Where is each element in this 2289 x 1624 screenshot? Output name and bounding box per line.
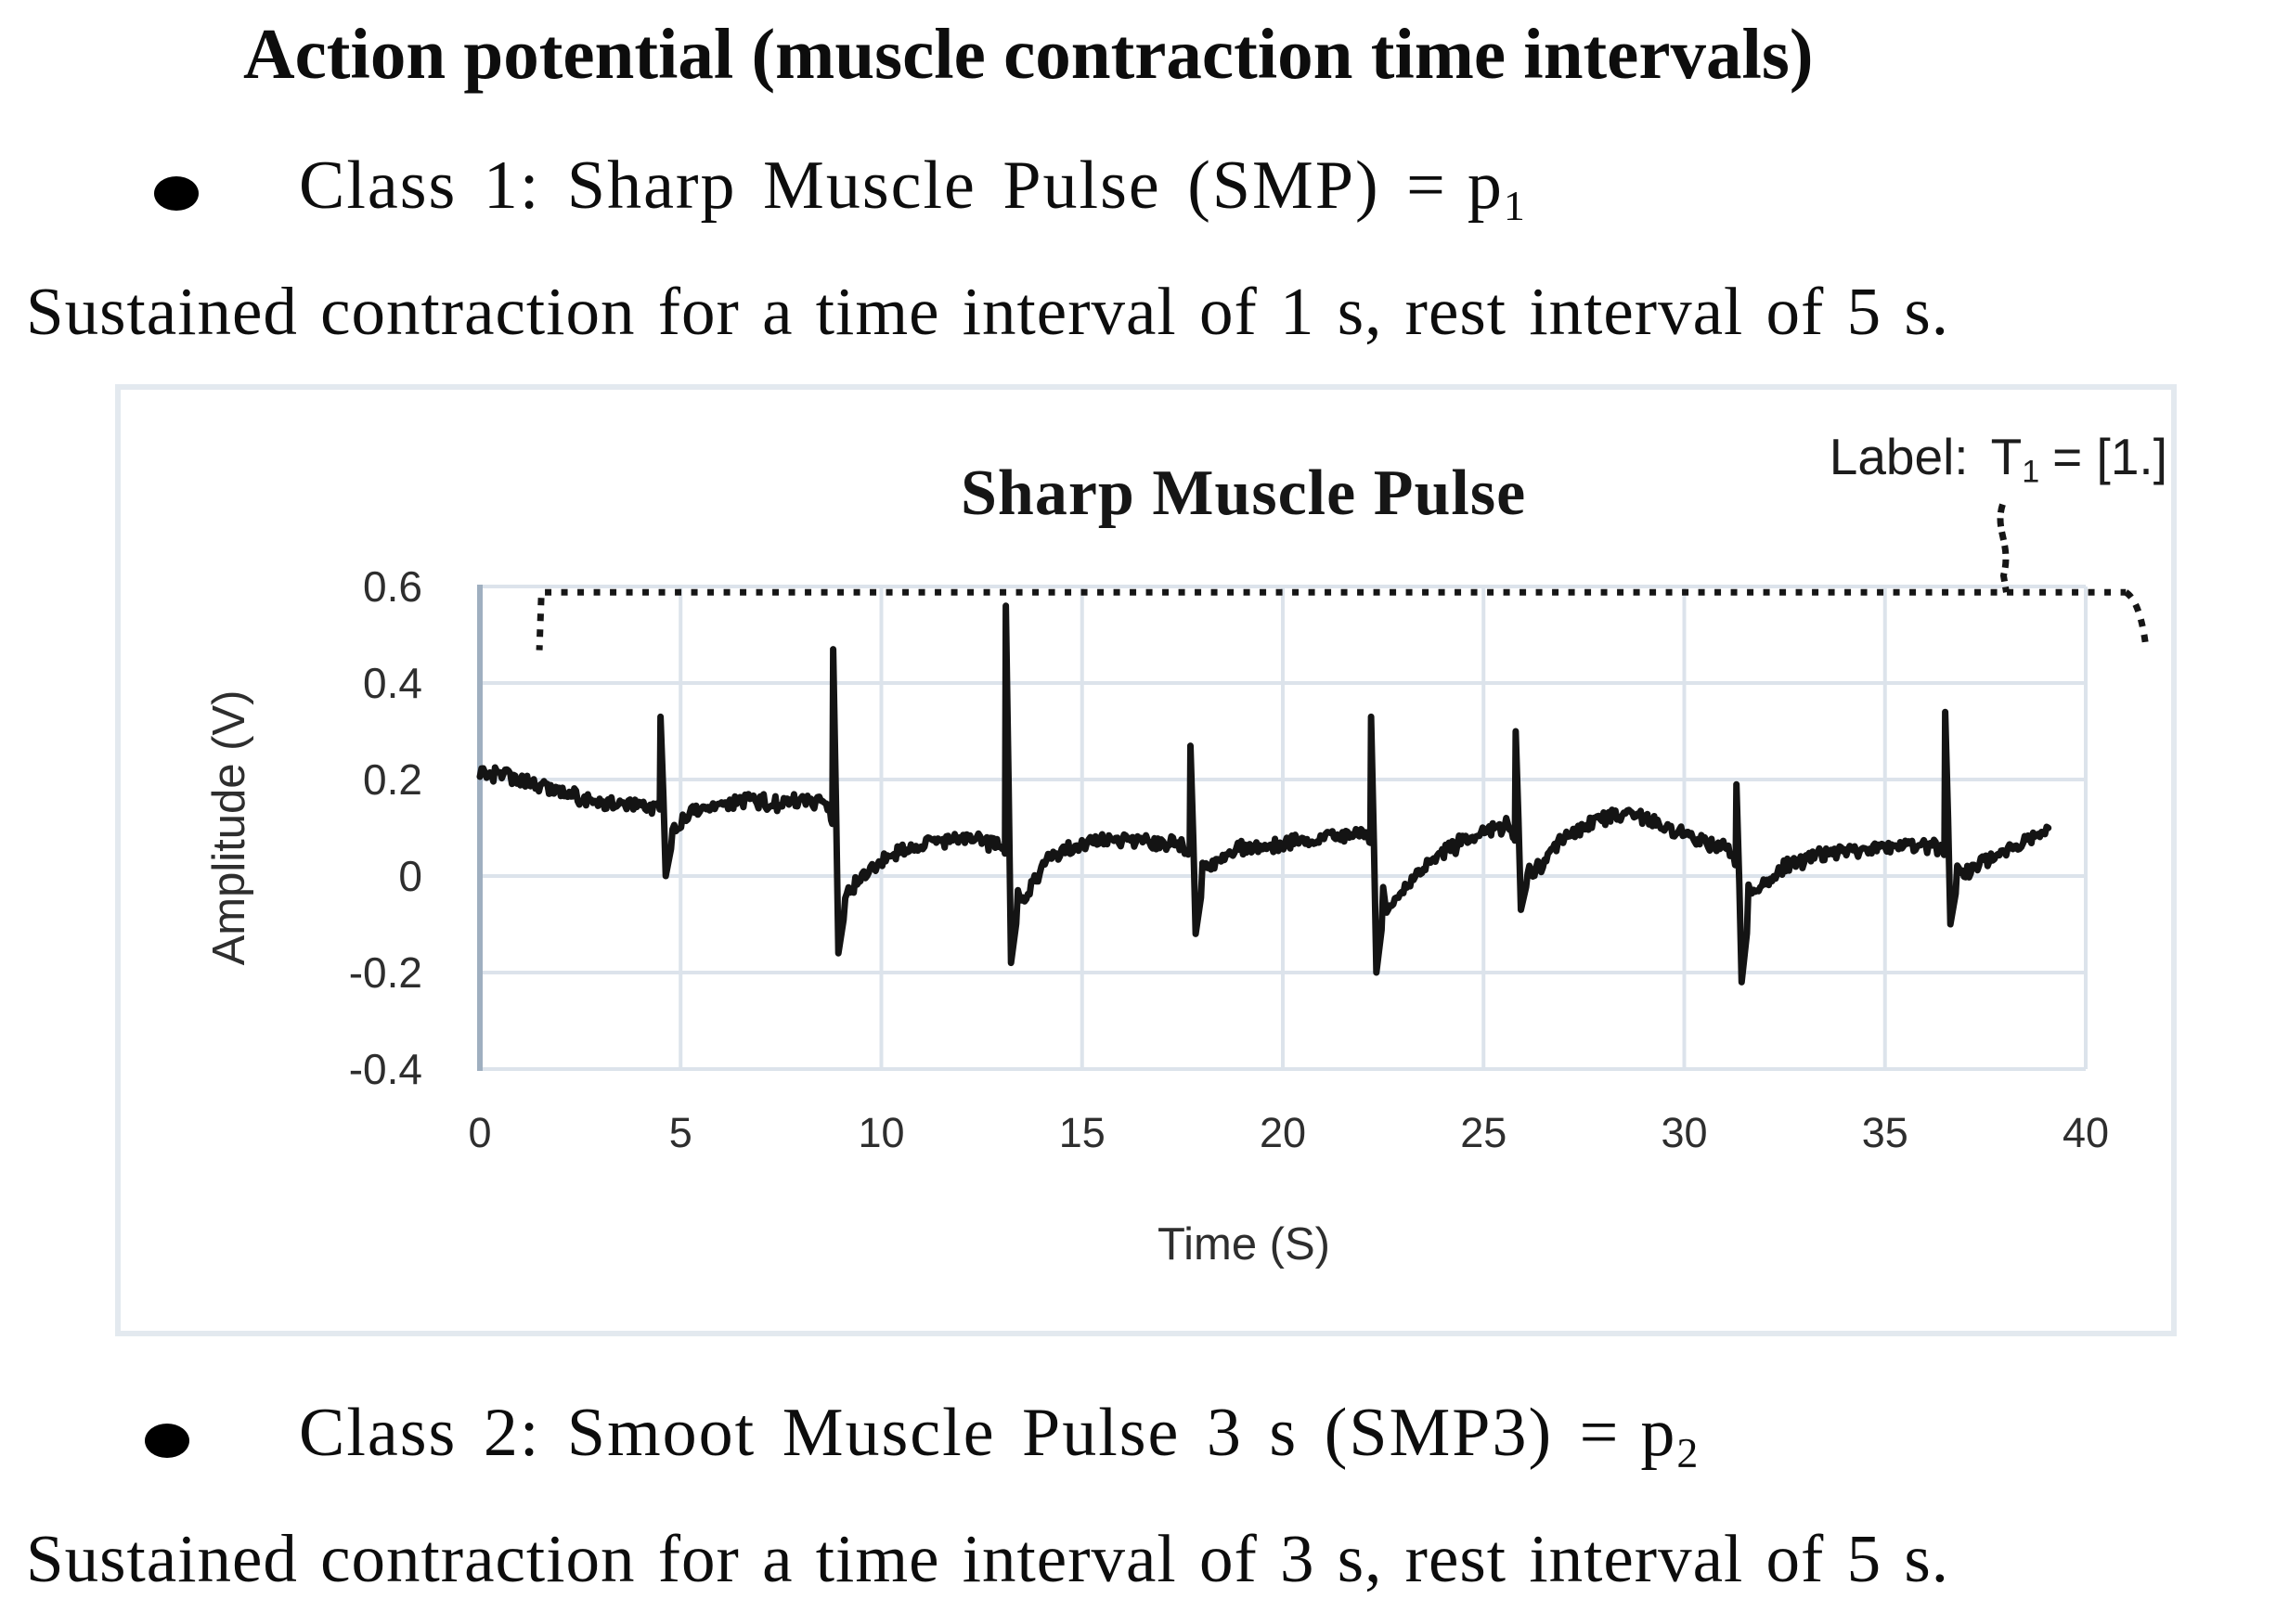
annotation-symbol: T: [1990, 428, 2023, 485]
class1-line: Class 1: Sharp Muscle Pulse (SMP) = p1: [299, 147, 1527, 231]
x-tick-label-3: 15: [1059, 1109, 1106, 1156]
class2-symbol-subscript: 2: [1676, 1428, 1701, 1476]
class2-symbol: p: [1640, 1395, 1677, 1471]
label-connector: [1997, 503, 2010, 593]
y-tick-label-5: -0.4: [349, 1045, 422, 1093]
class2-description: Sustained contraction for a time interva…: [26, 1521, 1949, 1596]
y-tick-label-3: 0: [398, 852, 422, 900]
signal-plot: 0 5 10 15 20 25 30 35 40 0.6 0.4 0.2 0 -0.2 -0.4 Time (…: [204, 503, 2150, 1270]
x-tick-label-5: 25: [1460, 1109, 1507, 1156]
class2-text: Class 2: Smoot Muscle Pulse 3 s (SMP3) =: [299, 1395, 1621, 1471]
annotation-symbol-subscript: 1: [2022, 454, 2040, 490]
class1-description: Sustained contraction for a time interva…: [26, 274, 1949, 349]
class1-text: Class 1: Sharp Muscle Pulse (SMP) =: [299, 148, 1447, 224]
annotation-value: = [1.]: [2052, 428, 2167, 485]
class1-symbol: p: [1467, 148, 1504, 224]
y-tick-label-4: -0.2: [349, 948, 422, 997]
chart-title: Sharp Muscle Pulse: [961, 458, 1527, 529]
annotation-prefix: Label:: [1829, 428, 1969, 485]
x-tick-label-6: 30: [1661, 1109, 1707, 1156]
label-span-right-tail: [2124, 589, 2150, 651]
x-tick-label-2: 10: [858, 1109, 904, 1156]
y-axis-title: Amplitude (V): [204, 690, 254, 966]
class2-line: Class 2: Smoot Muscle Pulse 3 s (SMP3) =…: [299, 1394, 1700, 1478]
y-tick-label-1: 0.4: [363, 659, 422, 707]
x-tick-label-8: 40: [2063, 1109, 2109, 1156]
class2-bullet-marker: [145, 1424, 189, 1458]
x-tick-label-7: 35: [1862, 1109, 1908, 1156]
label-span-left-tail: [536, 598, 545, 651]
x-axis-title: Time (S): [1157, 1219, 1330, 1270]
x-tick-label-1: 5: [669, 1109, 692, 1156]
emg-signal-trace: [476, 602, 2052, 986]
chart-annotation: Label: T1 = [1.]: [1830, 427, 2167, 491]
x-tick-label-4: 20: [1260, 1109, 1306, 1156]
class1-symbol-subscript: 1: [1503, 181, 1527, 229]
y-tick-label-2: 0.2: [363, 755, 422, 804]
y-tick-label-0: 0.6: [363, 562, 422, 611]
x-tick-label-0: 0: [468, 1109, 491, 1156]
chart-panel: 0 5 10 15 20 25 30 35 40 0.6 0.4 0.2 0 -0.2 -0.4 Time (…: [115, 384, 2177, 1336]
figure-heading: Action potential (muscle contraction tim…: [243, 14, 1814, 94]
class1-bullet-marker: [154, 176, 199, 211]
